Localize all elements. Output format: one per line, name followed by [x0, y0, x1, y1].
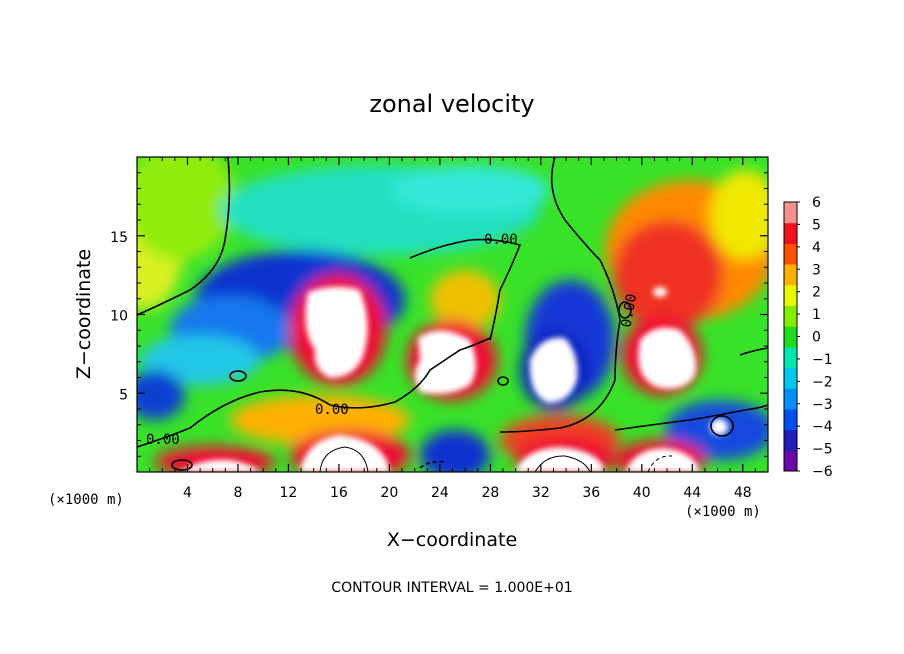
x-tick-label: 16 [330, 485, 348, 501]
y-axis-label: Z−coordinate [73, 249, 95, 379]
y-tick-label: 10 [110, 309, 128, 325]
contour-line-center-top [409, 238, 522, 341]
contour-interval-note: CONTOUR INTERVAL = 1.000E+01 [331, 580, 572, 596]
contour-line-middle [137, 337, 491, 448]
x-tick-label: 44 [683, 485, 701, 501]
contour-loop-4 [171, 459, 193, 471]
colorbar-swatch [784, 264, 797, 286]
zero-contours [137, 157, 768, 472]
offscale-region-top-right [653, 287, 667, 297]
colorbar-tick-label: −1 [812, 352, 833, 368]
x-tick-label: 8 [233, 485, 242, 501]
x-unit-label: (×1000 m) [685, 504, 761, 520]
colorbar-tick-label: −4 [812, 419, 833, 435]
contour-label-3: 0.00 [146, 432, 180, 448]
contour-loop-1 [229, 370, 247, 382]
y-tick-label: 15 [110, 230, 128, 246]
x-tick-label: 20 [380, 485, 398, 501]
colorbar-swatch [784, 243, 797, 265]
x-tick-label: 12 [280, 485, 298, 501]
colorbar-tick-label: 5 [812, 217, 821, 233]
colorbar [783, 201, 798, 472]
x-tick-label: 32 [532, 485, 550, 501]
colorbar-swatch [784, 346, 797, 369]
contour-line-dashed [419, 460, 446, 469]
offscale-region-bottom-3 [625, 448, 700, 472]
x-tick-label: 28 [481, 485, 499, 501]
x-axis-ticks: 4 8 12 16 20 24 28 32 36 40 44 48 [149, 157, 756, 501]
contour-line-thin-1 [319, 446, 369, 472]
contour-line-lower-right [499, 379, 616, 433]
colorbar-swatch [784, 388, 797, 410]
contour-line-bottom-right [614, 404, 768, 431]
field-blob-left-blue [137, 370, 185, 420]
colorbar-tick-label: −6 [812, 464, 833, 480]
colorbar-tick-label: 6 [812, 195, 821, 211]
contour-loop-2 [497, 376, 509, 386]
contour-line-thin-2 [534, 455, 591, 472]
z-unit-label: (×1000 m) [48, 492, 124, 508]
colorbar-swatch [784, 305, 797, 327]
colorbar-swatch [784, 367, 797, 389]
colorbar-tick-label: 4 [812, 240, 821, 256]
colorbar-tick-labels: 6 5 4 3 2 1 0 −1 −2 −3 −4 −5 −6 [797, 195, 833, 480]
offscale-region-center [529, 337, 578, 403]
colorbar-swatch [784, 284, 797, 306]
contour-line-dashed-2 [647, 455, 673, 472]
contour-loop-5 [618, 301, 632, 319]
offscale-region-center-left [415, 330, 476, 394]
colorbar-tick-label: 2 [812, 285, 821, 301]
colorbar-swatch [784, 202, 797, 224]
contour-line-right [550, 157, 621, 381]
colorbar-tick-label: 3 [812, 262, 821, 278]
x-tick-label: 24 [431, 485, 449, 501]
colorbar-tick-label: −5 [812, 442, 833, 458]
field-blob-right-red [613, 220, 723, 330]
contour-label-1: 0.00 [484, 232, 518, 248]
field-blob-cyan-left [140, 335, 260, 385]
contour-loop-3 [710, 415, 734, 437]
offscale-region-bottom-2 [515, 447, 605, 472]
offscale-region-small [710, 419, 728, 435]
contour-line-right-loop [739, 347, 768, 356]
y-axis-ticks: 5 10 15 [110, 172, 768, 457]
x-tick-label: 40 [633, 485, 651, 501]
contour-labels: 0.00 0.00 0.00 0.00 [146, 232, 640, 448]
x-tick-label: 48 [734, 485, 752, 501]
offscale-region-right [638, 327, 696, 389]
colorbar-swatch [784, 222, 797, 244]
offscale-region-left [305, 286, 368, 378]
field-blob-cyan-upper [390, 165, 550, 215]
contour-line-upper-left [137, 157, 231, 316]
colorbar-tick-label: −2 [812, 374, 833, 390]
colorbar-swatch [784, 326, 797, 348]
x-tick-label: 4 [183, 485, 192, 501]
x-axis-label: X−coordinate [387, 529, 517, 551]
field-blob-upper-left-lime [137, 157, 235, 260]
colorbar-swatch [784, 429, 797, 451]
colorbar-tick-label: 1 [812, 307, 821, 323]
x-tick-label: 36 [582, 485, 600, 501]
colorbar-swatch [784, 408, 797, 431]
contour-label-4: 0.00 [619, 293, 641, 329]
colorbar-tick-label: 0 [812, 330, 821, 346]
field-blob-middle-yellow [430, 270, 500, 330]
y-tick-label: 5 [119, 387, 128, 403]
chart-title: zonal velocity [369, 90, 534, 118]
field-blob-right-yellow [710, 170, 768, 260]
colorbar-swatch [784, 450, 797, 472]
contour-label-2: 0.00 [315, 402, 349, 418]
halo-bottom-5 [420, 430, 490, 472]
colorbar-tick-label: −3 [812, 397, 833, 413]
heatmap-field [137, 157, 768, 472]
